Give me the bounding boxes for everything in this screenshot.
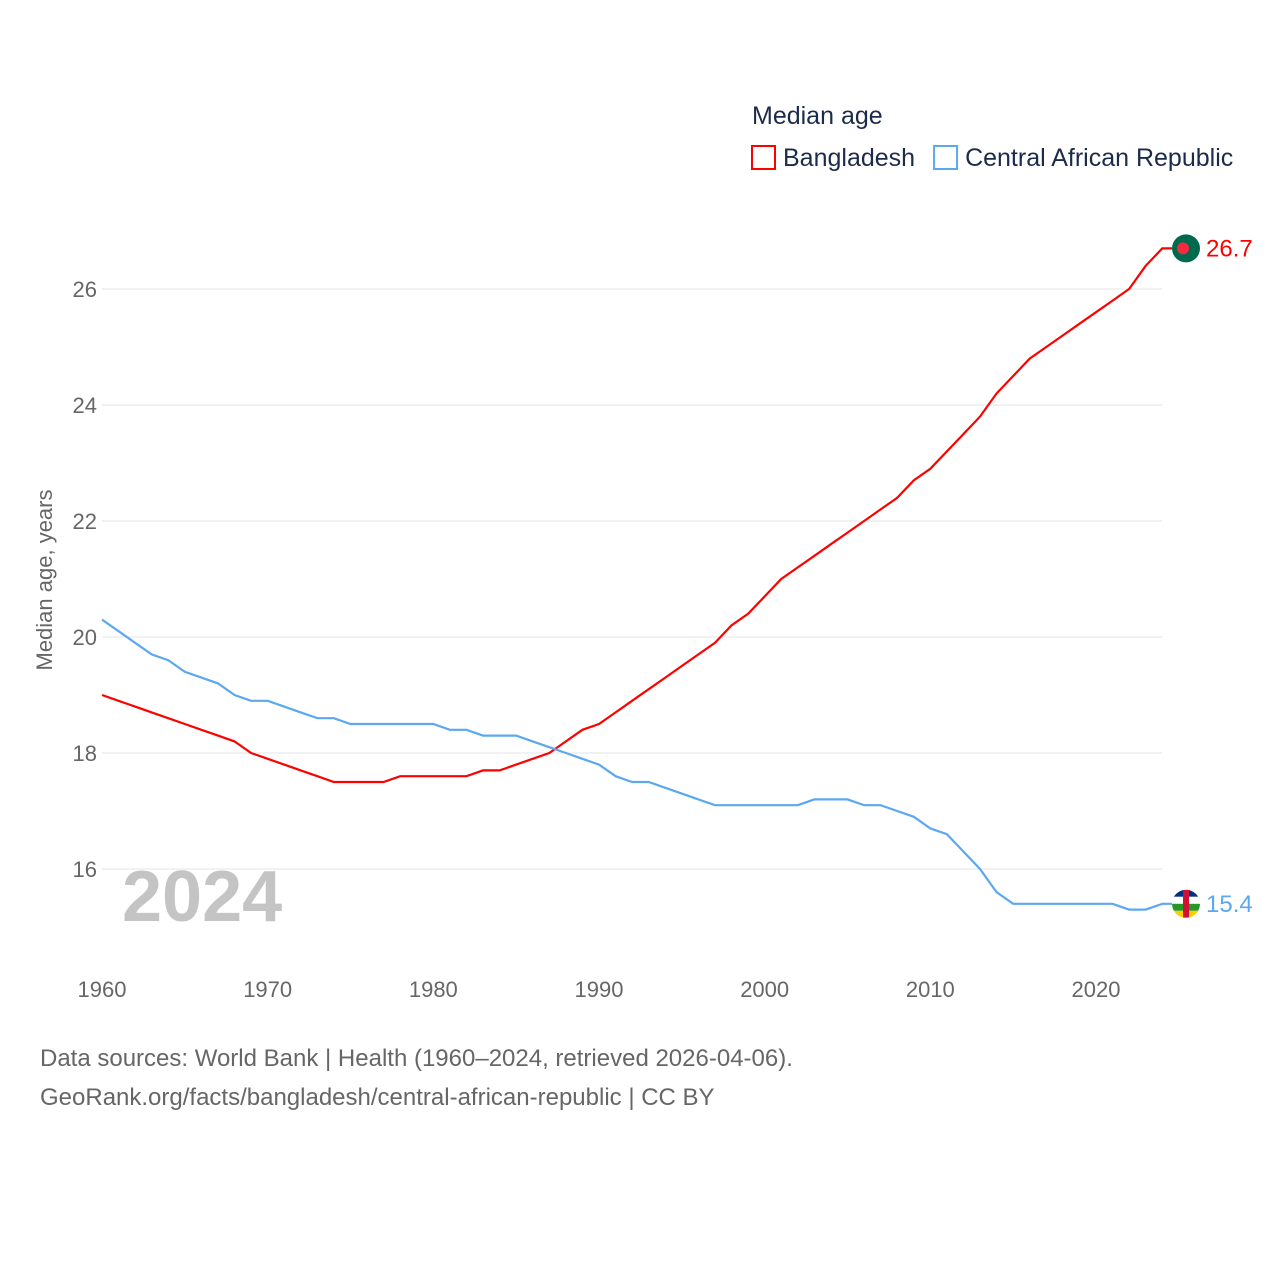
x-tick-label: 1970 [243,977,292,1002]
y-tick-label: 16 [73,857,97,882]
footer-link[interactable]: GeoRank.org/facts/bangladesh/central-afr… [40,1084,715,1111]
legend-label-bangladesh: Bangladesh [783,144,915,172]
x-tick-label: 1960 [78,977,127,1002]
x-tick-label: 1990 [575,977,624,1002]
y-tick-label: 22 [73,509,97,534]
y-tick-label: 20 [73,625,97,650]
x-tick-label: 2020 [1072,977,1121,1002]
car-flag-icon [1183,889,1189,918]
series-line-car [101,618,1172,911]
legend-label-car: Central African Republic [965,144,1233,172]
y-tick-label: 24 [73,393,97,418]
bangladesh-flag-disc [1177,242,1189,255]
legend-swatch [933,145,959,170]
legend-title: Median age [752,102,883,130]
x-tick-label: 1980 [409,977,458,1002]
legend-swatch [751,145,776,170]
series-line-bangladesh [101,247,1172,784]
end-value-label: 15.4 [1206,891,1253,918]
year-label: 2024 [122,857,282,937]
y-tick-label: 18 [73,741,97,766]
x-tick-label: 2000 [740,977,789,1002]
end-value-label: 26.7 [1206,235,1253,262]
y-axis-label: Median age, years [32,490,57,671]
y-tick-label: 26 [73,277,97,302]
footer-sources: Data sources: World Bank | Health (1960–… [40,1045,793,1072]
x-tick-label: 2010 [906,977,955,1002]
